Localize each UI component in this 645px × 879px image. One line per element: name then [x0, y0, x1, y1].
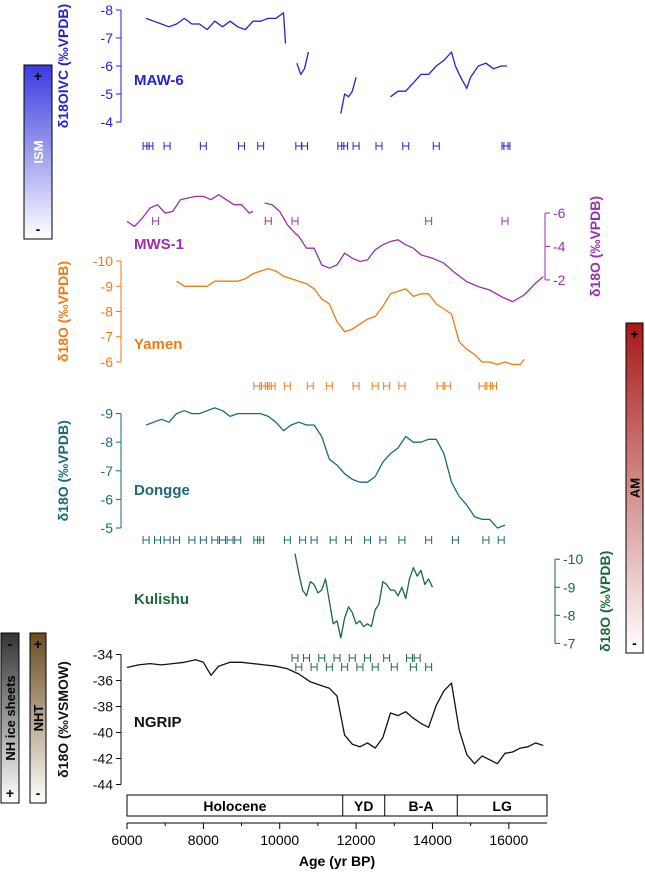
- bar-top-sign: +: [34, 636, 42, 652]
- indicator-bar-nht: [29, 632, 47, 804]
- period-label: LG: [492, 798, 512, 814]
- period-label: YD: [354, 798, 373, 814]
- series-line-maw-6: [296, 51, 310, 76]
- bar-label: ISM: [31, 140, 46, 163]
- y-tick-label: -7: [101, 30, 114, 46]
- y-tick-label: -6: [553, 205, 566, 221]
- indicator-bar-nh-ice-sheets: [0, 632, 20, 804]
- bar-top-sign: +: [630, 326, 638, 342]
- period-label: B-A: [409, 798, 434, 814]
- y-tick-label: -40: [93, 725, 113, 741]
- y-tick-label: -6: [101, 354, 114, 370]
- series-line-mws-1: [126, 194, 254, 228]
- bar-bottom-sign: -: [36, 221, 41, 237]
- x-tick-label: 6000: [111, 832, 142, 848]
- x-tick-label: 14000: [413, 832, 452, 848]
- x-axis-label: Age (yr BP): [299, 853, 375, 869]
- series-line-maw-6: [145, 12, 287, 44]
- y-axis-label: δ18O (‰VPDB): [55, 261, 71, 362]
- series-name-label: MWS-1: [134, 236, 184, 253]
- series-name-label: Yamen: [134, 336, 182, 353]
- y-axis-label: δ18O (‰VPDB): [597, 551, 613, 652]
- bar-top-sign: +: [34, 68, 42, 84]
- series-line-kulishu: [294, 553, 434, 639]
- y-tick-label: -6: [101, 491, 114, 507]
- series-line-maw-6: [340, 77, 357, 114]
- y-tick-label: -4: [101, 114, 114, 130]
- y-tick-label: -4: [553, 239, 566, 255]
- bar-bottom-sign: -: [632, 635, 637, 651]
- x-tick-label: 16000: [489, 832, 528, 848]
- y-tick-label: -7: [563, 635, 576, 651]
- x-tick-label: 8000: [188, 832, 219, 848]
- series-line-mws-1: [264, 202, 544, 303]
- y-tick-label: -34: [93, 647, 113, 663]
- y-tick-label: -7: [101, 329, 114, 345]
- x-tick-label: 10000: [260, 832, 299, 848]
- y-tick-label: -44: [93, 777, 113, 793]
- series-name-label: MAW-6: [134, 72, 184, 89]
- series-line-ngrip: [126, 659, 544, 765]
- x-tick-label: 12000: [337, 832, 376, 848]
- y-tick-label: -5: [101, 520, 114, 536]
- bar-bottom-sign: -: [36, 785, 41, 801]
- y-tick-label: -2: [553, 272, 566, 288]
- y-tick-label: -10: [563, 551, 583, 567]
- y-tick-label: -7: [101, 463, 114, 479]
- y-tick-label: -8: [101, 2, 114, 18]
- period-bar: [126, 794, 548, 817]
- y-tick-label: -10: [93, 253, 113, 269]
- y-tick-label: -6: [101, 58, 114, 74]
- bar-label: AM: [628, 478, 643, 498]
- y-tick-label: -9: [101, 278, 114, 294]
- y-tick-label: -8: [563, 607, 576, 623]
- bar-top-sign: -: [8, 636, 13, 652]
- bar-bottom-sign: +: [6, 785, 14, 801]
- y-axis-label: δ18O (‰VPDB): [55, 420, 71, 521]
- series-name-label: NGRIP: [134, 714, 182, 731]
- series-line-yamen: [176, 267, 525, 366]
- y-tick-label: -36: [93, 673, 113, 689]
- series-name-label: Dongge: [134, 482, 190, 499]
- indicator-bar-ism: [23, 64, 53, 240]
- y-tick-label: -9: [563, 579, 576, 595]
- y-axis-label: δ18O (‰VPDB): [587, 196, 603, 297]
- series-line-maw-6: [390, 51, 507, 98]
- y-tick-label: -5: [101, 86, 114, 102]
- y-tick-label: -42: [93, 751, 113, 767]
- bar-label: NH ice sheets: [3, 675, 18, 760]
- y-axis-label: δ18OIVC (‰VPDB): [55, 4, 71, 128]
- y-tick-label: -38: [93, 699, 113, 715]
- series-line-dongge: [145, 407, 506, 529]
- period-label: Holocene: [203, 798, 266, 814]
- indicator-bar-am: [625, 322, 644, 654]
- y-tick-label: -8: [101, 304, 114, 320]
- bar-label: NHT: [31, 705, 46, 732]
- series-name-label: Kulishu: [134, 591, 189, 608]
- y-tick-label: -8: [101, 434, 114, 450]
- y-axis-label: δ18O (‰VSMOW): [55, 661, 71, 778]
- y-tick-label: -9: [101, 406, 114, 422]
